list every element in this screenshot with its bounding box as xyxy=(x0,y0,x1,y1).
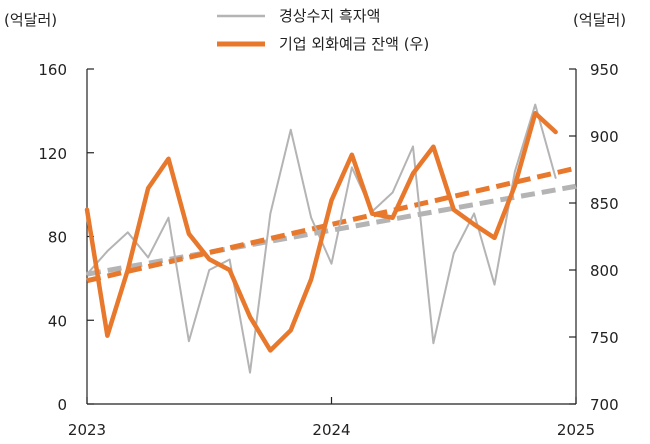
left-tick-label: 120 xyxy=(38,145,67,163)
tick-labels: 0 40 80 120 160 700 750 800 850 900 950 2023 2024 202… xyxy=(38,61,618,439)
right-tick-label: 700 xyxy=(590,396,619,414)
legend-label-current-account: 경상수지 흑자액 xyxy=(279,7,380,25)
x-tick-label: 2025 xyxy=(557,421,595,439)
left-tick-label: 0 xyxy=(57,396,67,414)
legend-label-corporate-deposits: 기업 외화예금 잔액 (우) xyxy=(279,35,429,53)
legend: 경상수지 흑자액 기업 외화예금 잔액 (우) xyxy=(217,7,429,53)
left-tick-label: 40 xyxy=(48,312,67,330)
right-tick-label: 800 xyxy=(590,262,619,280)
right-axis-unit: (억달러) xyxy=(573,11,626,29)
x-tick-label: 2023 xyxy=(68,421,106,439)
series-layer xyxy=(84,103,577,374)
left-tick-label: 160 xyxy=(38,61,67,79)
right-tick-label: 950 xyxy=(590,61,619,79)
right-tick-label: 850 xyxy=(590,195,619,213)
x-tick-label: 2024 xyxy=(312,421,350,439)
left-axis-unit: (억달러) xyxy=(4,11,57,29)
right-tick-label: 750 xyxy=(590,329,619,347)
left-tick-label: 80 xyxy=(48,229,67,247)
right-tick-label: 900 xyxy=(590,128,619,146)
series-line-corporate-deposits xyxy=(84,110,558,353)
axes xyxy=(86,68,577,405)
